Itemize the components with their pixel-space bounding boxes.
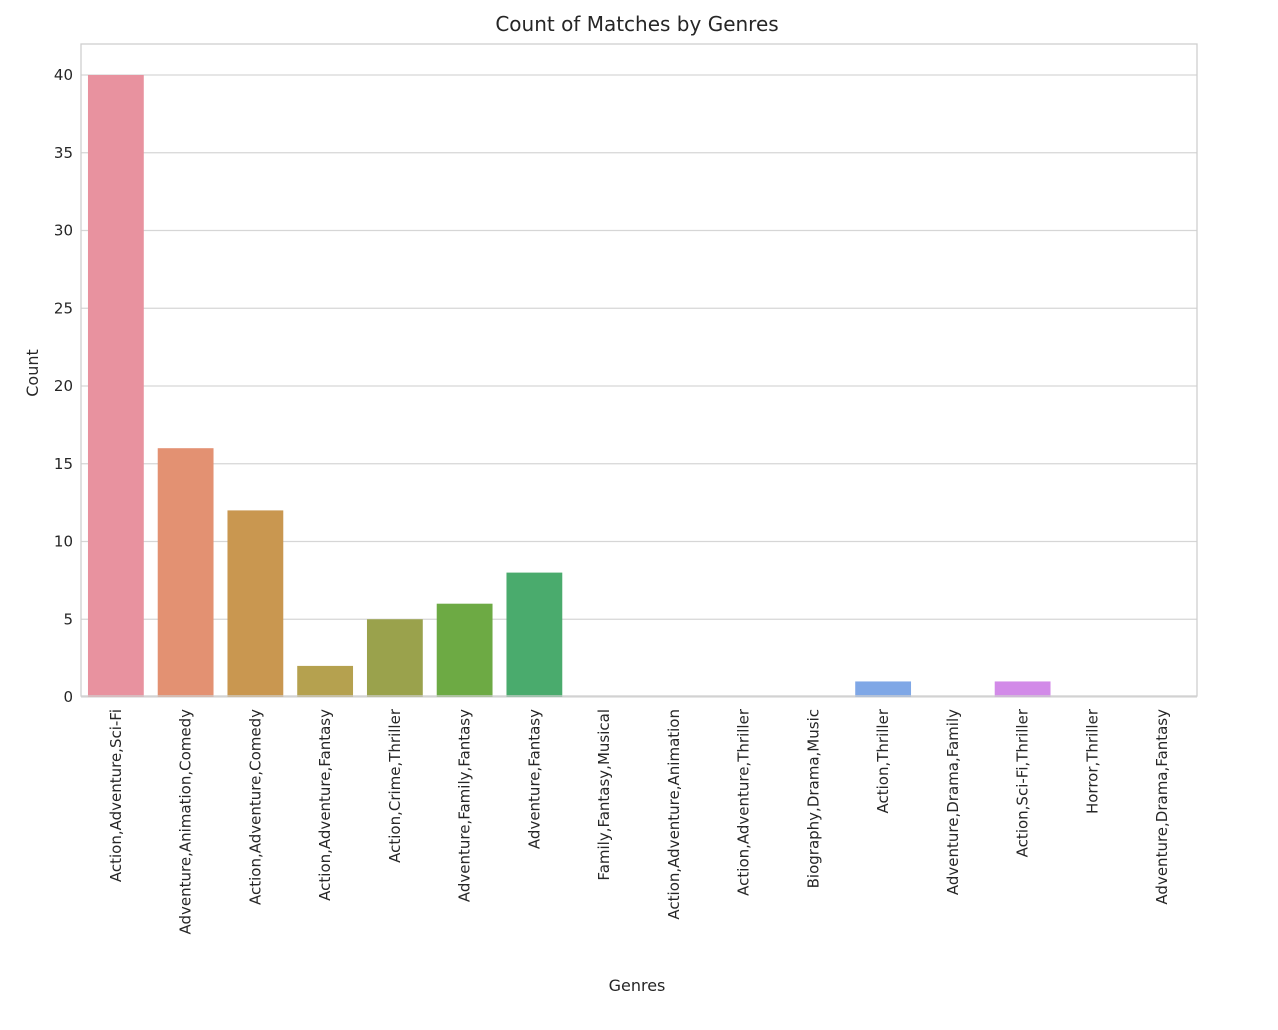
x-tick-label: Biography,Drama,Music: [804, 709, 822, 888]
x-tick-label: Adventure,Drama,Fantasy: [1153, 709, 1171, 905]
y-tick-label: 40: [54, 66, 73, 84]
bar: [855, 681, 912, 697]
bar: [297, 665, 354, 697]
bars: [87, 75, 1051, 697]
x-tick-label: Horror,Thriller: [1083, 708, 1101, 814]
chart-title: Count of Matches by Genres: [495, 12, 778, 36]
x-tick-label: Action,Adventure,Fantasy: [316, 709, 334, 901]
bar: [506, 572, 563, 697]
bar: [87, 75, 144, 697]
y-tick-label: 25: [54, 299, 73, 317]
x-tick-label: Action,Adventure,Sci-Fi: [107, 709, 125, 882]
x-tick-label: Adventure,Drama,Family: [944, 709, 962, 895]
y-tick-label: 15: [54, 455, 73, 473]
x-tick-label: Action,Thriller: [874, 708, 892, 813]
bar: [157, 448, 214, 697]
x-tick-label: Family,Fantasy,Musical: [595, 709, 613, 881]
x-tick-label: Action,Sci-Fi,Thriller: [1014, 708, 1032, 857]
x-tick-label: Adventure,Fantasy: [525, 709, 543, 849]
bar: [366, 619, 423, 697]
x-axis-label: Genres: [609, 976, 666, 995]
y-tick-label: 30: [54, 222, 73, 240]
plot-frame: [80, 43, 1198, 697]
x-tick-label: Adventure,Animation,Comedy: [177, 709, 195, 935]
x-tick-label: Action,Adventure,Animation: [665, 709, 683, 920]
x-tick-label: Action,Adventure,Thriller: [735, 708, 753, 896]
x-tick-labels: Action,Adventure,Sci-Fi Adventure,Animati…: [107, 708, 1171, 934]
y-tick-label: 35: [54, 144, 73, 162]
y-tick-label: 10: [54, 533, 73, 551]
y-tick-label: 0: [63, 688, 73, 706]
x-tick-label: Action,Crime,Thriller: [386, 708, 404, 863]
bar: [227, 510, 284, 697]
y-tick-label: 20: [54, 377, 73, 395]
x-tick-label: Adventure,Family,Fantasy: [456, 709, 474, 902]
y-axis-label: Count: [23, 349, 42, 397]
x-tick-label: Action,Adventure,Comedy: [246, 709, 264, 905]
bar: [994, 681, 1051, 697]
y-tick-labels: 0 5 10 15 20 25 30 35 40: [54, 66, 73, 706]
y-tick-label: 5: [63, 610, 73, 628]
bar: [436, 603, 493, 697]
